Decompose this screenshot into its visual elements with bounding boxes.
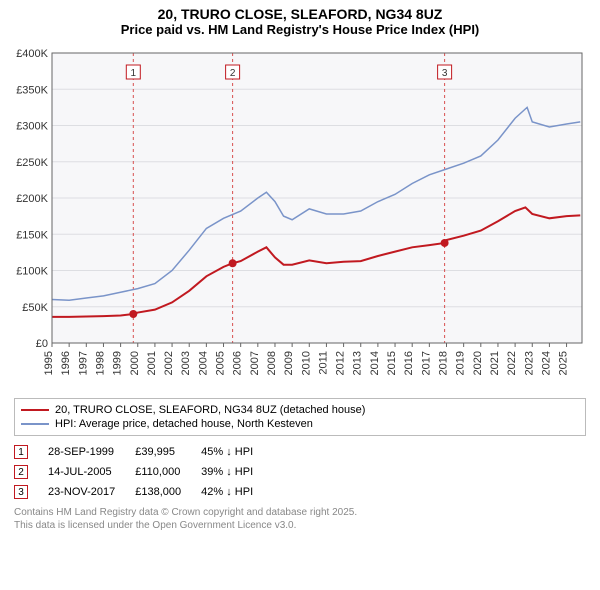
svg-text:2020: 2020 (472, 351, 484, 375)
svg-text:2011: 2011 (317, 351, 329, 375)
tx-price: £138,000 (135, 482, 201, 502)
tx-diff: 42% ↓ HPI (201, 482, 273, 502)
tx-diff: 45% ↓ HPI (201, 442, 273, 462)
marker-box: 2 (14, 465, 28, 479)
transactions-table: 1 28-SEP-1999£39,99545% ↓ HPI 2 14-JUL-2005… (14, 442, 273, 502)
table-row: 1 28-SEP-1999£39,99545% ↓ HPI (14, 442, 273, 462)
svg-text:2002: 2002 (163, 351, 175, 375)
legend-label-1: 20, TRURO CLOSE, SLEAFORD, NG34 8UZ (det… (55, 404, 365, 416)
svg-text:2003: 2003 (180, 351, 192, 375)
svg-text:2017: 2017 (420, 351, 432, 375)
svg-text:2022: 2022 (506, 351, 518, 375)
svg-text:2000: 2000 (129, 351, 141, 375)
svg-text:£300K: £300K (16, 121, 48, 133)
svg-text:2016: 2016 (403, 351, 415, 375)
tx-date: 23-NOV-2017 (48, 482, 135, 502)
svg-text:£350K: £350K (16, 84, 48, 96)
svg-text:1999: 1999 (112, 351, 124, 375)
marker-box: 1 (14, 445, 28, 459)
svg-text:2009: 2009 (283, 351, 295, 375)
svg-text:2010: 2010 (300, 351, 312, 375)
table-row: 2 14-JUL-2005£110,00039% ↓ HPI (14, 462, 273, 482)
legend-row-2: HPI: Average price, detached house, Nort… (21, 417, 579, 431)
svg-text:2001: 2001 (146, 351, 158, 375)
legend-swatch-1 (21, 409, 49, 411)
svg-text:2023: 2023 (523, 351, 535, 375)
svg-text:2008: 2008 (266, 351, 278, 375)
table-row: 3 23-NOV-2017£138,00042% ↓ HPI (14, 482, 273, 502)
svg-text:2006: 2006 (232, 351, 244, 375)
svg-text:£100K: £100K (16, 266, 48, 278)
svg-text:3: 3 (442, 68, 448, 79)
svg-text:2021: 2021 (489, 351, 501, 375)
footer-line-2: This data is licensed under the Open Gov… (14, 519, 586, 532)
chart-title-line1: 20, TRURO CLOSE, SLEAFORD, NG34 8UZ (0, 0, 600, 22)
svg-text:£250K: £250K (16, 157, 48, 169)
svg-text:1: 1 (131, 68, 137, 79)
svg-text:2024: 2024 (540, 351, 552, 375)
tx-price: £39,995 (135, 442, 201, 462)
svg-text:2015: 2015 (386, 351, 398, 375)
svg-text:1995: 1995 (43, 351, 55, 375)
svg-text:£0: £0 (36, 338, 48, 350)
svg-text:2: 2 (230, 68, 236, 79)
footer-line-1: Contains HM Land Registry data © Crown c… (14, 506, 586, 519)
svg-text:2012: 2012 (335, 351, 347, 375)
svg-text:1997: 1997 (77, 351, 89, 375)
svg-text:£150K: £150K (16, 229, 48, 241)
tx-date: 14-JUL-2005 (48, 462, 135, 482)
chart-container: £0 £50K £100K £150K £200K £250K £300K £350K £400… (10, 49, 590, 394)
tx-date: 28-SEP-1999 (48, 442, 135, 462)
svg-text:2019: 2019 (455, 351, 467, 375)
legend-row-1: 20, TRURO CLOSE, SLEAFORD, NG34 8UZ (det… (21, 403, 579, 417)
svg-text:2013: 2013 (352, 351, 364, 375)
svg-text:2007: 2007 (249, 351, 261, 375)
legend-label-2: HPI: Average price, detached house, Nort… (55, 418, 313, 430)
marker-box: 3 (14, 485, 28, 499)
tx-price: £110,000 (135, 462, 201, 482)
line-chart: £0 £50K £100K £150K £200K £250K £300K £350K £400… (10, 49, 590, 389)
svg-text:£400K: £400K (16, 49, 48, 60)
svg-text:2005: 2005 (215, 351, 227, 375)
svg-text:2018: 2018 (437, 351, 449, 375)
svg-text:1996: 1996 (60, 351, 72, 375)
svg-text:2014: 2014 (369, 351, 381, 375)
svg-text:£200K: £200K (16, 193, 48, 205)
svg-text:1998: 1998 (94, 351, 106, 375)
chart-title-line2: Price paid vs. HM Land Registry's House … (0, 22, 600, 41)
svg-text:2025: 2025 (558, 351, 570, 375)
legend-swatch-2 (21, 423, 49, 425)
svg-text:£50K: £50K (22, 302, 48, 314)
legend: 20, TRURO CLOSE, SLEAFORD, NG34 8UZ (det… (14, 398, 586, 436)
svg-text:2004: 2004 (197, 351, 209, 375)
tx-diff: 39% ↓ HPI (201, 462, 273, 482)
footer: Contains HM Land Registry data © Crown c… (14, 506, 586, 532)
